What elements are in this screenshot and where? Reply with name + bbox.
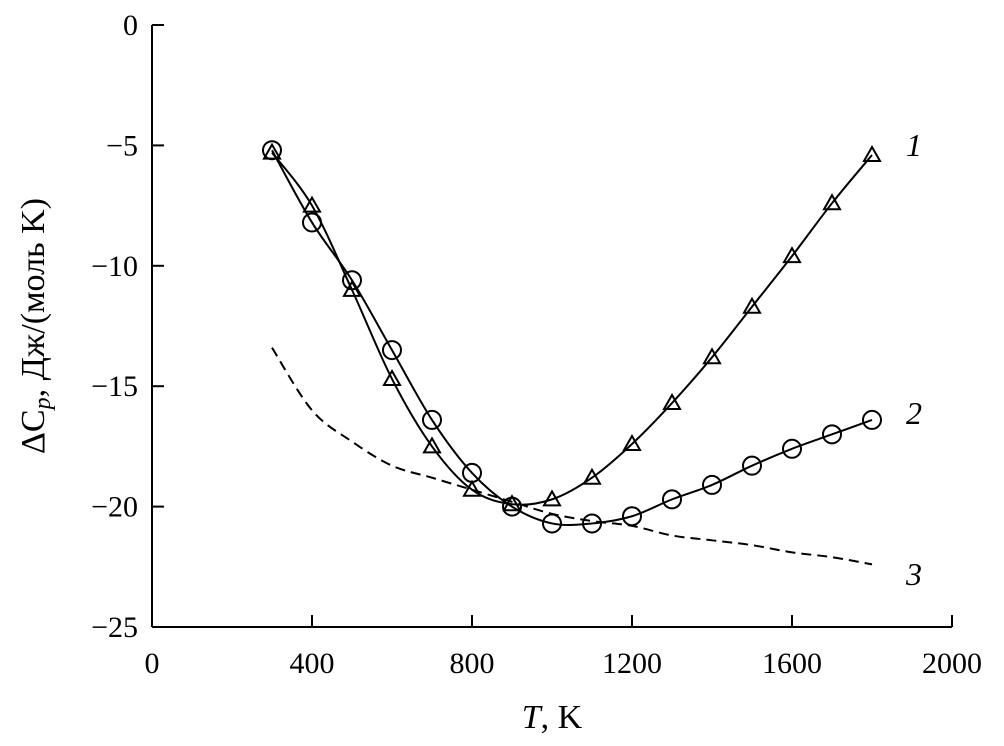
series-line-1	[271, 152, 873, 506]
data-point-circle	[742, 455, 762, 476]
x-tick-label: 1200	[602, 647, 662, 680]
series-group	[262, 140, 882, 566]
data-point-circle	[862, 409, 882, 430]
series-label-1: 1	[906, 127, 922, 163]
data-point-triangle	[542, 489, 562, 507]
x-tick-label: 400	[290, 647, 335, 680]
y-tick-label: 0	[123, 9, 138, 42]
data-point-circle	[462, 462, 482, 483]
data-point-circle	[262, 140, 282, 161]
data-point-triangle	[702, 347, 722, 365]
y-tick-label: −25	[91, 611, 138, 644]
data-point-circle	[422, 409, 442, 430]
data-point-triangle	[622, 433, 642, 451]
y-tick-label: −5	[106, 129, 138, 162]
data-point-triangle	[782, 246, 802, 264]
y-tick-label: −15	[91, 370, 138, 403]
x-tick-label: 1600	[762, 647, 822, 680]
data-point-circle	[702, 474, 722, 495]
data-point-triangle	[582, 467, 602, 485]
data-point-triangle	[662, 393, 682, 411]
series-line-3	[271, 347, 873, 566]
x-tick-label: 800	[450, 647, 495, 680]
data-point-triangle	[382, 368, 402, 386]
y-tick-label: −20	[91, 491, 138, 524]
data-point-triangle	[422, 436, 442, 454]
data-point-circle	[662, 489, 682, 510]
series-label-2: 2	[906, 395, 922, 431]
data-point-circle	[822, 424, 842, 445]
data-point-circle	[342, 270, 362, 291]
series-line-2	[271, 149, 873, 527]
series-label-3: 3	[905, 556, 922, 592]
data-point-triangle	[462, 479, 482, 497]
data-point-circle	[382, 340, 402, 361]
data-point-circle	[502, 496, 522, 517]
data-point-triangle	[862, 145, 882, 163]
data-point-triangle	[742, 296, 762, 314]
y-axis-label: ΔCp, Дж/(моль K)	[15, 198, 56, 454]
data-point-circle	[782, 438, 802, 459]
x-axis-label: T, K	[522, 699, 583, 736]
y-tick-label: −10	[91, 250, 138, 283]
x-tick-label: 0	[145, 647, 160, 680]
data-point-circle	[302, 212, 322, 233]
data-point-circle	[582, 513, 602, 534]
data-point-triangle	[822, 193, 842, 211]
x-tick-label: 2000	[922, 647, 982, 680]
axes: 0 400 800 1200 1600 2000 0 −5 −10 −15 −20 −25	[91, 9, 982, 680]
data-point-triangle	[302, 195, 322, 213]
